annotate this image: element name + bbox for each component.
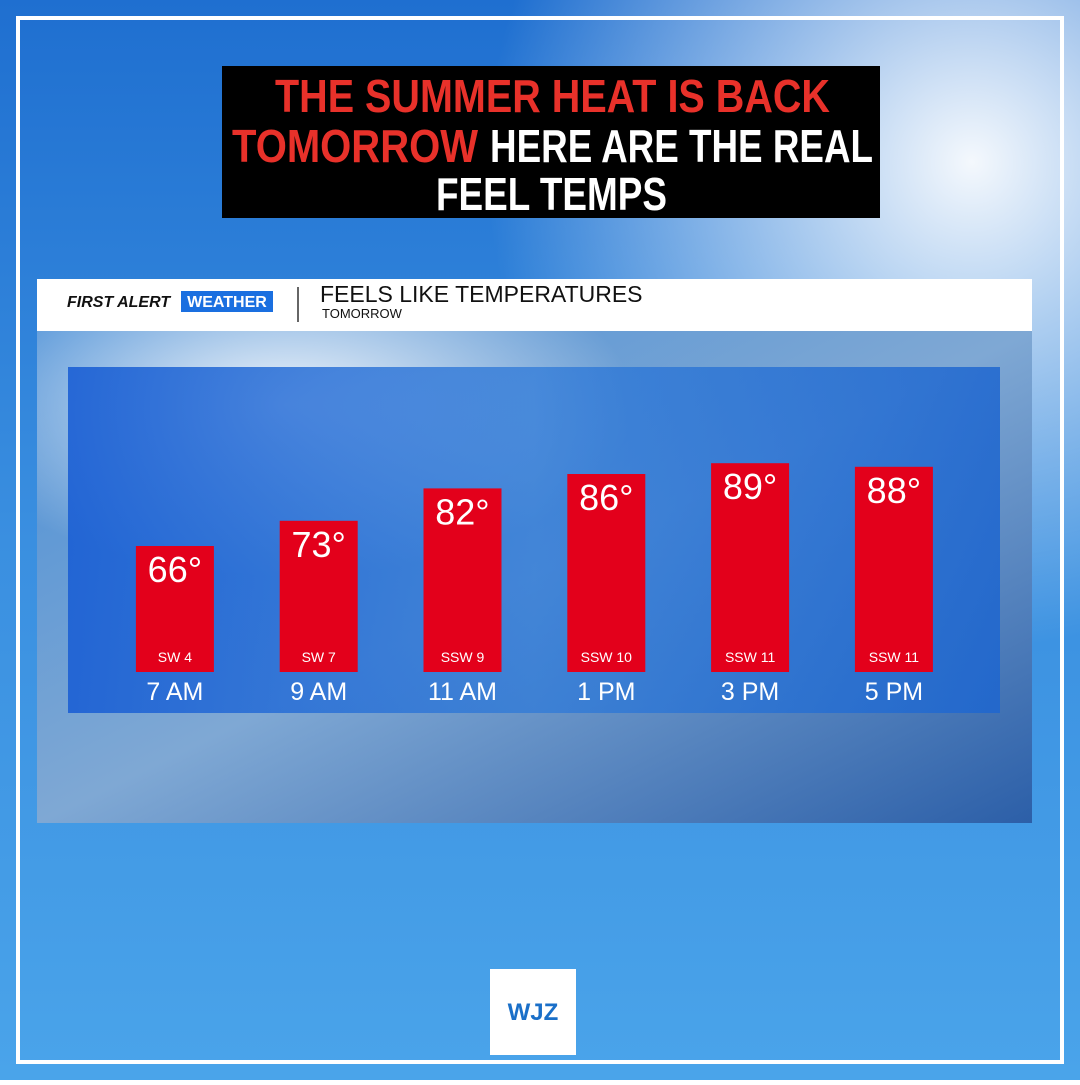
brand: WEATHER xyxy=(187,294,267,311)
chart-panel xyxy=(68,367,1000,713)
bar xyxy=(279,520,358,672)
bar xyxy=(135,546,214,672)
x-tick-label: 11 AM xyxy=(428,678,497,706)
wind-label: SW 7 xyxy=(302,649,336,665)
value-label: 73° xyxy=(291,524,345,565)
x-tick-label: 5 PM xyxy=(865,678,923,706)
x-tick-label: 3 PM xyxy=(721,678,779,706)
logo-box xyxy=(490,969,576,1055)
wind-label: SSW 10 xyxy=(581,649,633,665)
plot: 66° SW 4 7 AM 73° SW 7 9 AM 82° SSW 9 11 AM 86° SS… xyxy=(135,463,933,706)
chart-title: FEELS LIKE TEMPERATURES xyxy=(320,281,643,307)
value-label: 66° xyxy=(148,549,202,590)
headline-box xyxy=(222,66,880,218)
bar xyxy=(711,463,790,672)
headline: FEEL TEMPS xyxy=(436,168,667,220)
frame xyxy=(16,16,1064,1064)
bar xyxy=(567,474,646,672)
wind-label: SSW 9 xyxy=(441,649,485,665)
bar xyxy=(854,466,933,672)
logo: WJZ xyxy=(508,999,559,1026)
brand: FIRST ALERT xyxy=(67,294,171,311)
value-label: 86° xyxy=(579,477,633,518)
x-tick-label: 7 AM xyxy=(146,678,203,706)
headline: HERE ARE THE REAL xyxy=(490,120,873,172)
bar xyxy=(423,488,502,672)
wind-label: SW 4 xyxy=(158,649,192,665)
value-label: 82° xyxy=(435,491,489,532)
wind-label: SSW 11 xyxy=(725,649,776,665)
wind-label: SSW 11 xyxy=(869,649,920,665)
x-tick-label: 9 AM xyxy=(290,678,347,706)
value-label: 88° xyxy=(867,470,921,511)
headline: TOMORROW xyxy=(232,120,478,172)
headline: THE SUMMER HEAT IS BACK xyxy=(275,70,830,122)
value-label: 89° xyxy=(723,466,777,507)
chart-subtitle: TOMORROW xyxy=(322,306,403,321)
x-tick-label: 1 PM xyxy=(577,678,635,706)
brand-box xyxy=(181,291,273,312)
